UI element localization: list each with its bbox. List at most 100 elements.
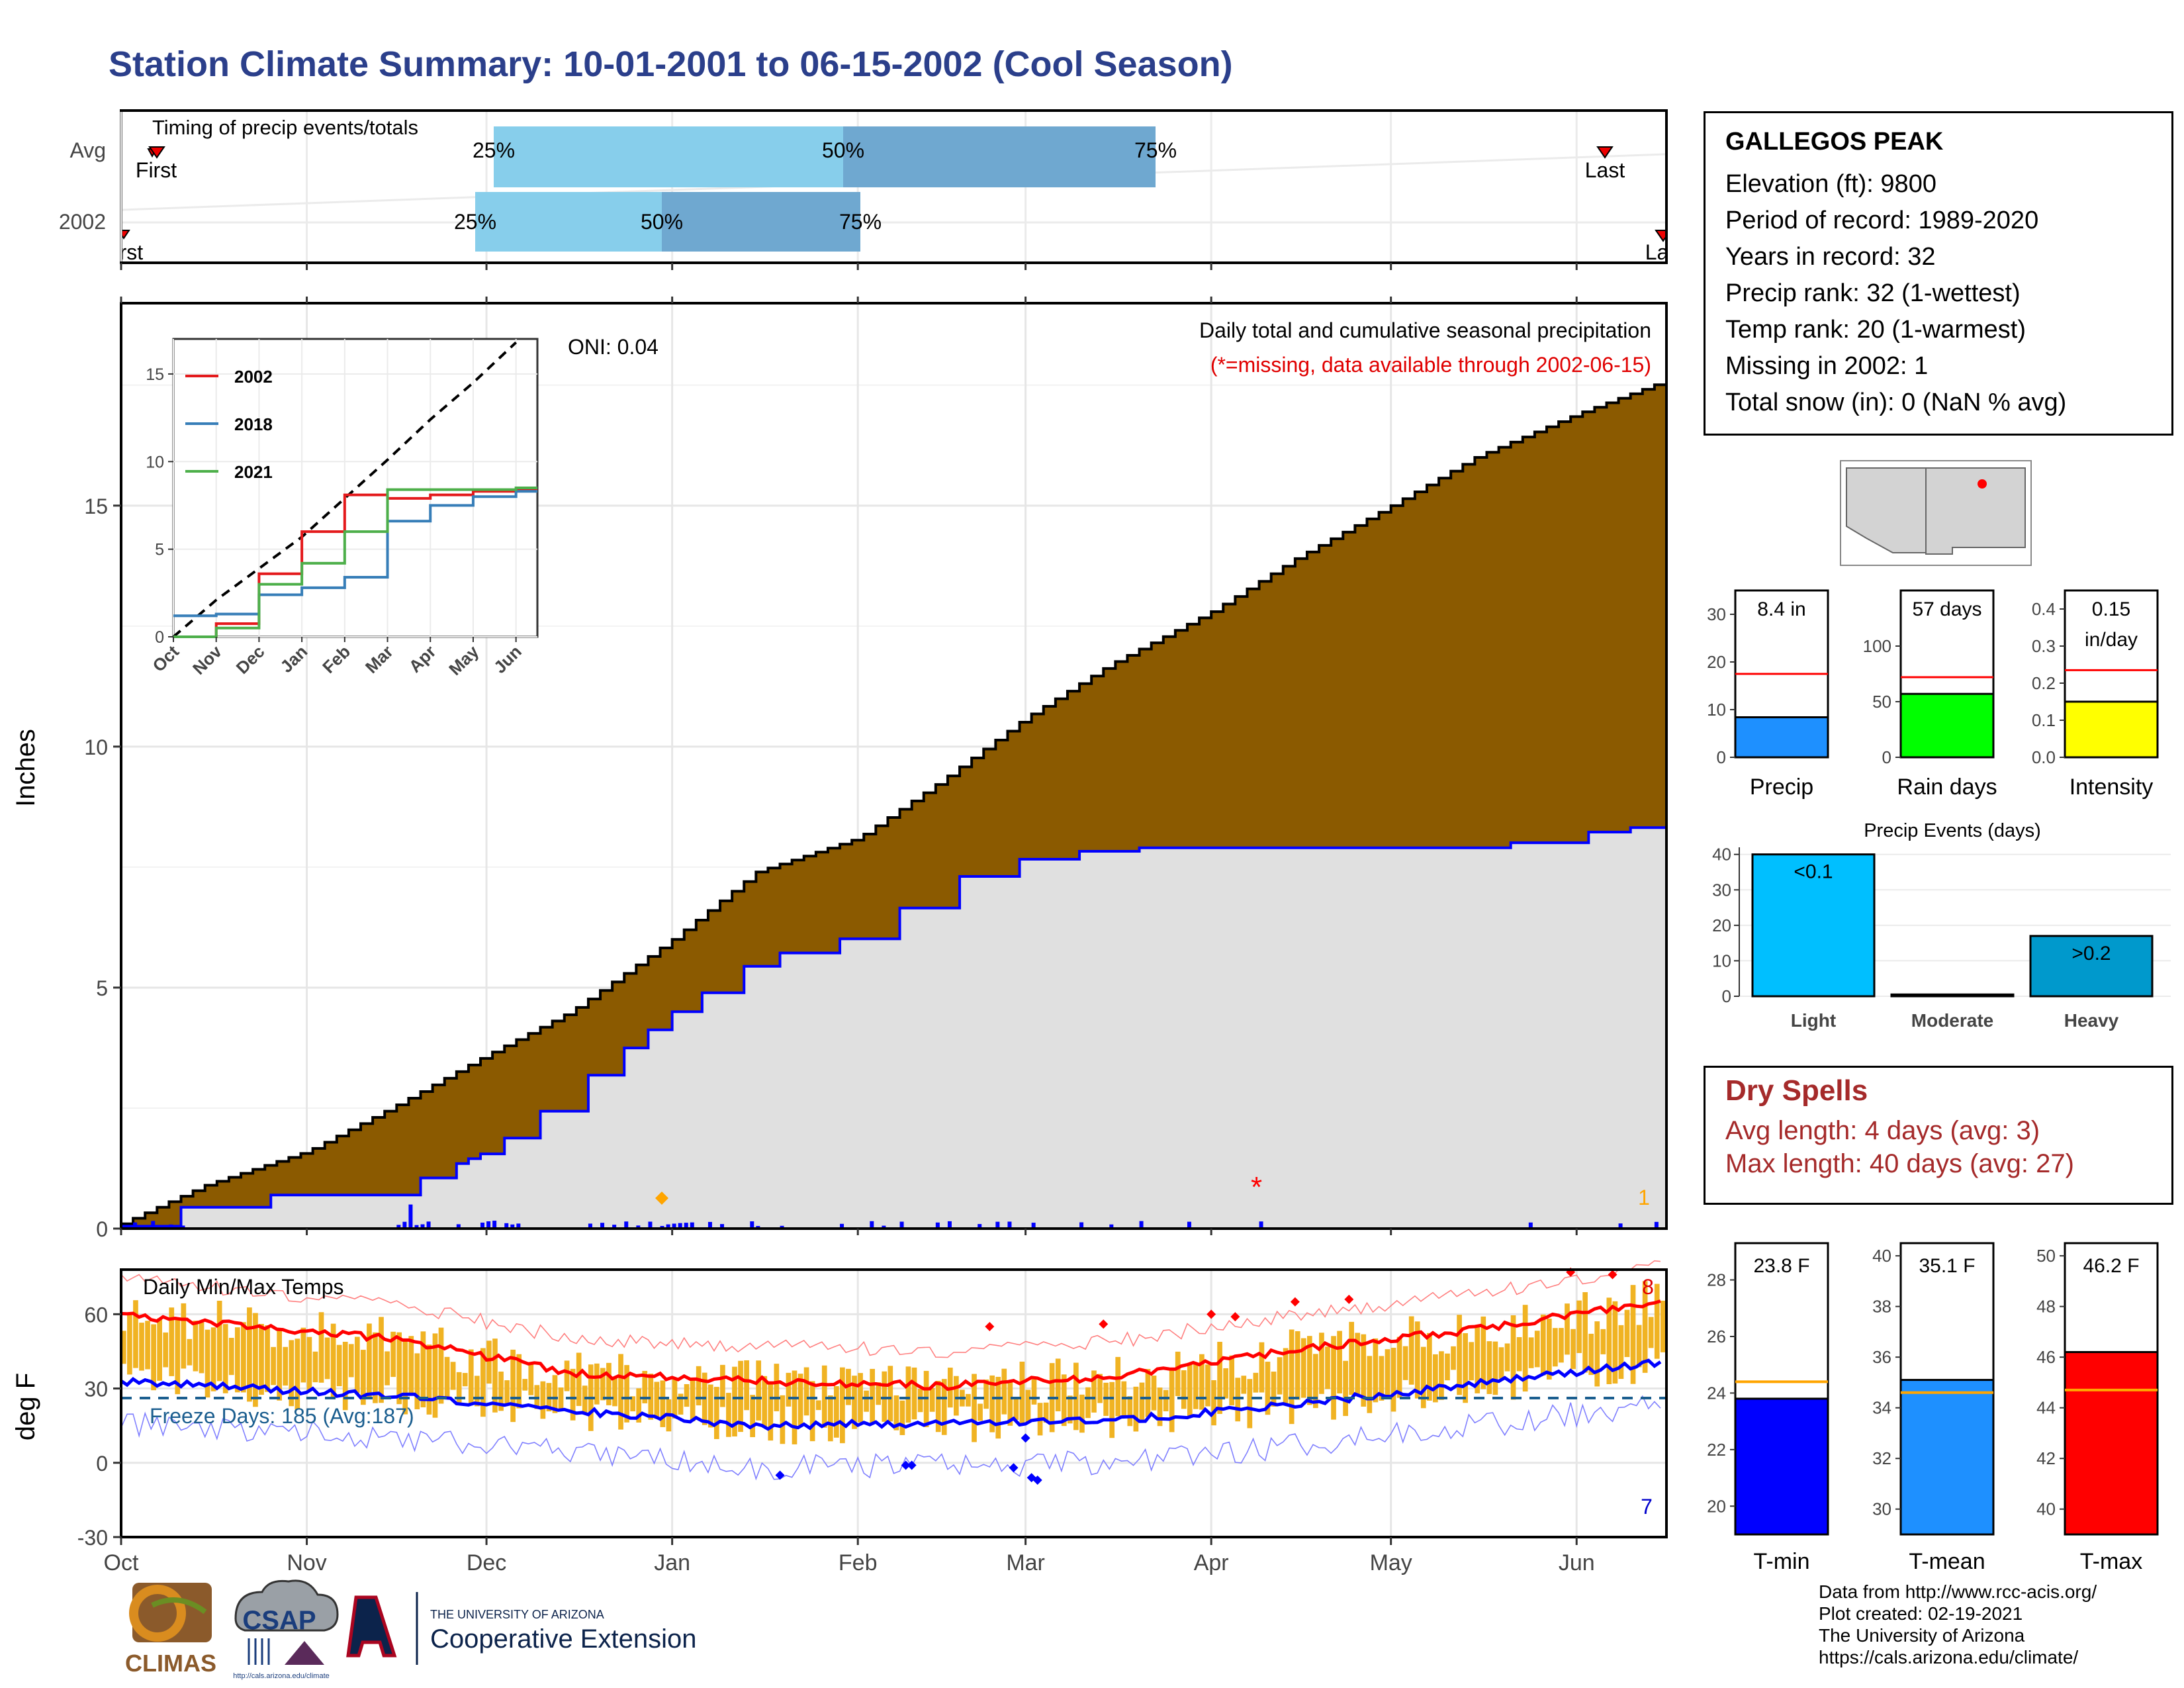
temp-summary-ytick: 40 bbox=[2036, 1499, 2056, 1519]
daily-precip-bar bbox=[678, 1223, 682, 1229]
daily-temp-bar bbox=[1594, 1321, 1600, 1387]
daily-temp-bar bbox=[654, 1382, 660, 1419]
daily-temp-bar bbox=[193, 1321, 199, 1372]
daily-temp-bar bbox=[870, 1368, 875, 1424]
daily-precip-bar bbox=[181, 1225, 185, 1229]
daily-temp-bar bbox=[672, 1379, 678, 1419]
daily-temp-bar bbox=[864, 1390, 869, 1412]
daily-temp-bar bbox=[852, 1376, 857, 1429]
daily-temp-bar bbox=[648, 1374, 654, 1420]
daily-temp-bar bbox=[1408, 1316, 1414, 1385]
inset-ytick: 0 bbox=[155, 628, 164, 647]
daily-precip-bar bbox=[151, 1221, 156, 1229]
daily-temp-bar bbox=[1612, 1301, 1618, 1384]
daily-temp-bar bbox=[1181, 1370, 1187, 1409]
daily-precip-bar bbox=[486, 1221, 491, 1229]
record-low-marker bbox=[1032, 1475, 1042, 1485]
daily-temp-bar bbox=[917, 1389, 923, 1413]
record-min-count: 7 bbox=[1641, 1495, 1653, 1519]
summary-bar-0 bbox=[1734, 716, 1829, 759]
timing-avg-75: 75% bbox=[1134, 138, 1177, 162]
daily-precip-bar bbox=[995, 1221, 1000, 1229]
temp-summary-ytick: 26 bbox=[1707, 1327, 1726, 1346]
daily-temp-bar bbox=[624, 1365, 629, 1423]
daily-precip-bar bbox=[707, 1221, 712, 1229]
avg-min-line bbox=[120, 1358, 1662, 1431]
daily-temp-bar bbox=[1145, 1369, 1151, 1417]
daily-temp-bar bbox=[1079, 1394, 1085, 1433]
daily-temp-bar bbox=[1007, 1380, 1013, 1426]
daily-temp-bar bbox=[1127, 1396, 1133, 1427]
daily-temp-bar bbox=[492, 1338, 498, 1413]
x-axis-label: Jan bbox=[654, 1550, 690, 1575]
daily-temp-bar bbox=[187, 1338, 193, 1366]
daily-temp-bar bbox=[528, 1364, 534, 1395]
daily-precip-bar bbox=[624, 1221, 629, 1229]
precip-ytick: 0 bbox=[96, 1217, 108, 1241]
daily-temp-bar bbox=[1139, 1382, 1145, 1420]
daily-temp-bar bbox=[361, 1350, 366, 1405]
daily-temp-bar bbox=[1073, 1362, 1079, 1430]
daily-temp-bar bbox=[1373, 1338, 1379, 1403]
daily-temp-bar bbox=[797, 1374, 803, 1426]
daily-temp-bar bbox=[522, 1379, 528, 1391]
events-ytick: 30 bbox=[1712, 880, 1731, 900]
daily-temp-bar bbox=[738, 1360, 743, 1432]
daily-temp-bar bbox=[1283, 1348, 1289, 1405]
csap-text: CSAP bbox=[242, 1606, 316, 1635]
daily-temp-bar bbox=[1343, 1360, 1348, 1417]
daily-temp-bar bbox=[426, 1344, 432, 1415]
temp-summary-ytick: 42 bbox=[2036, 1448, 2056, 1468]
daily-temp-bar bbox=[253, 1313, 258, 1407]
daily-precip-bar bbox=[504, 1223, 509, 1229]
oni-label: ONI: 0.04 bbox=[568, 335, 659, 359]
daily-precip-bar bbox=[396, 1225, 401, 1229]
daily-temp-bar bbox=[1582, 1292, 1588, 1373]
daily-temp-bar bbox=[396, 1332, 402, 1405]
daily-temp-bar bbox=[1385, 1349, 1390, 1395]
daily-temp-bar bbox=[1247, 1379, 1253, 1429]
daily-temp-bar bbox=[966, 1393, 971, 1407]
daily-temp-bar bbox=[696, 1366, 702, 1406]
daily-precip-bar bbox=[720, 1224, 725, 1229]
daily-temp-bar bbox=[827, 1395, 833, 1442]
temp-summary-ytick: 40 bbox=[1872, 1246, 1891, 1266]
daily-temp-bar bbox=[504, 1380, 510, 1405]
daily-temp-bar bbox=[1576, 1300, 1582, 1354]
credit-university: The University of Arizona bbox=[1819, 1625, 2025, 1646]
inset-ytick: 5 bbox=[155, 541, 164, 559]
daily-temp-bar bbox=[1313, 1354, 1318, 1409]
daily-temp-bar bbox=[1522, 1305, 1528, 1392]
daily-temp-bar bbox=[1241, 1376, 1247, 1394]
daily-temp-bar bbox=[121, 1331, 126, 1364]
station-info-line: Missing in 2002: 1 bbox=[1725, 352, 1929, 380]
station-info-line: Precip rank: 32 (1-wettest) bbox=[1725, 279, 2021, 307]
inset-ytick: 15 bbox=[146, 365, 164, 384]
locator-map bbox=[1840, 460, 2032, 566]
daily-temp-bar bbox=[972, 1374, 977, 1442]
page-title: Station Climate Summary: 10-01-2001 to 0… bbox=[109, 44, 1233, 84]
temp-summary-ytick: 20 bbox=[1707, 1496, 1726, 1516]
daily-precip-bar bbox=[588, 1223, 592, 1229]
temp-summary-ytick: 36 bbox=[1872, 1347, 1891, 1367]
daily-temp-bar bbox=[157, 1318, 162, 1381]
daily-temp-bar bbox=[1516, 1336, 1522, 1372]
summary-ytick: 0.4 bbox=[2032, 599, 2056, 619]
ua-small-text: THE UNIVERSITY OF ARIZONA bbox=[430, 1608, 604, 1621]
summary-ytick: 0.0 bbox=[2032, 747, 2056, 767]
daily-precip-bar bbox=[420, 1224, 425, 1229]
daily-temp-bar bbox=[498, 1372, 504, 1411]
daily-precip-bar bbox=[408, 1204, 413, 1229]
temp-ytick: -30 bbox=[77, 1526, 108, 1550]
precip-ytick: 5 bbox=[96, 976, 108, 1000]
daily-temp-bar bbox=[941, 1379, 947, 1435]
daily-temp-bar bbox=[1151, 1376, 1157, 1411]
daily-temp-bar bbox=[642, 1370, 648, 1403]
daily-temp-bar bbox=[145, 1321, 150, 1370]
daily-temp-bar bbox=[893, 1395, 899, 1430]
record-low-marker bbox=[1021, 1433, 1030, 1443]
daily-temp-bar bbox=[1271, 1372, 1277, 1407]
station-location-dot bbox=[1978, 479, 1987, 489]
logos: CLIMAS CSAP http://cals.arizona.edu/clim… bbox=[125, 1579, 696, 1680]
temp-summary-value-label: 23.8 F bbox=[1753, 1255, 1809, 1277]
